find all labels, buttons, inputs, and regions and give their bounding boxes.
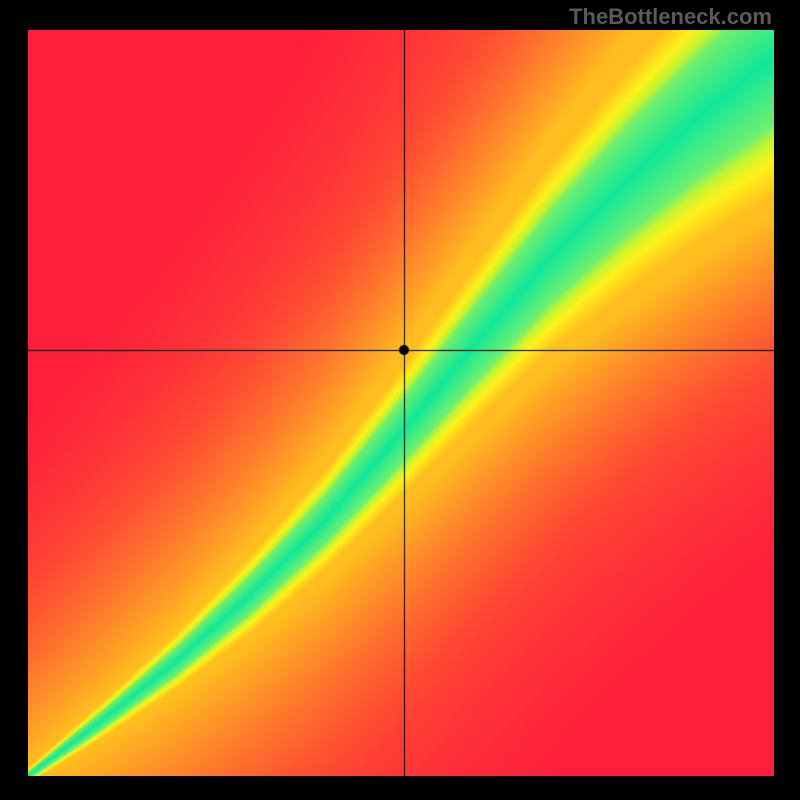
chart-container: TheBottleneck.com [0, 0, 800, 800]
heatmap-canvas [28, 30, 774, 776]
heatmap-plot [28, 30, 774, 776]
watermark-text: TheBottleneck.com [569, 4, 772, 30]
